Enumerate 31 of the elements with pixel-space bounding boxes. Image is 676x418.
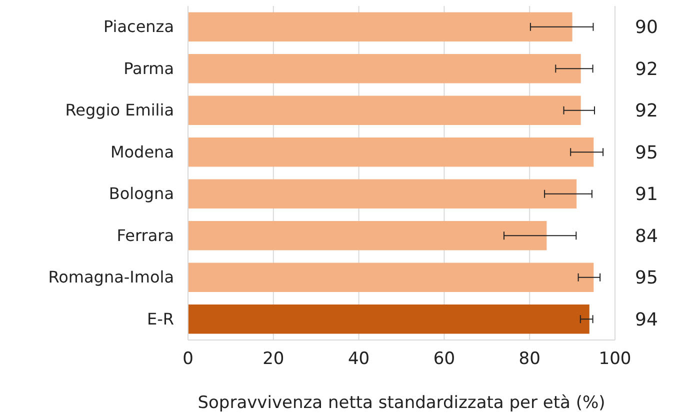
x-tick-label: 80	[518, 349, 540, 370]
data-label: 92	[635, 100, 658, 122]
bar	[188, 138, 594, 167]
y-tick-label: Piacenza	[103, 16, 174, 36]
bar	[188, 262, 594, 292]
y-tick-label: Reggio Emilia	[65, 100, 174, 120]
y-tick-label: Parma	[124, 58, 174, 78]
bar	[188, 179, 577, 208]
x-tick-label: 20	[262, 349, 284, 370]
data-label: 91	[635, 184, 658, 206]
y-tick-label: Bologna	[108, 184, 174, 203]
x-axis-title: Sopravvivenza netta standardizzata per età (%)	[198, 393, 606, 413]
bar	[188, 54, 581, 84]
data-label: 94	[635, 309, 658, 330]
data-label: 92	[635, 58, 658, 80]
y-tick-label: Romagna-Imola	[48, 267, 174, 286]
y-tick-label: Modena	[110, 142, 174, 162]
x-tick-label: 100	[598, 349, 632, 370]
x-tick-label: 40	[348, 349, 370, 370]
x-tick-label: 0	[182, 349, 194, 370]
data-label: 84	[635, 226, 658, 247]
data-label: 95	[635, 268, 658, 289]
data-label: 90	[635, 17, 658, 38]
data-label: 95	[635, 142, 658, 164]
bar	[188, 304, 590, 334]
x-tick-label: 60	[433, 349, 456, 370]
bar	[188, 96, 581, 125]
y-tick-label: Ferrara	[116, 226, 174, 245]
bar	[188, 12, 572, 42]
bar	[188, 221, 547, 250]
y-tick-label: E-R	[147, 309, 174, 328]
